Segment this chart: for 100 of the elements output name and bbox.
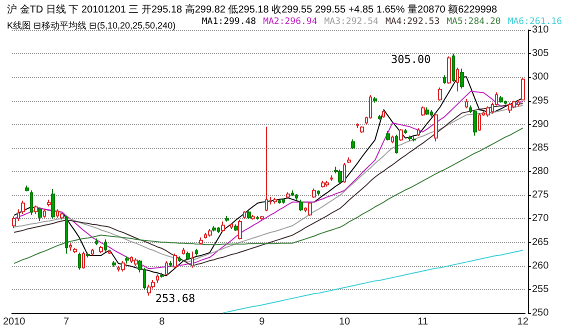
candlestick [412, 136, 416, 142]
y-tick-label: 260 [532, 260, 550, 272]
candlestick [108, 249, 111, 255]
candlestick [238, 219, 242, 240]
text: MA4:292.53 [385, 17, 440, 27]
y-tick-label: 255 [532, 284, 550, 295]
line-series [222, 250, 524, 314]
annotation: 305.00 [391, 53, 431, 66]
candlestick [86, 252, 90, 258]
candlestick [147, 284, 151, 296]
candlestick [417, 128, 420, 137]
candlestick [173, 253, 177, 268]
y-tick-label: 250 [532, 308, 550, 318]
candlestick [321, 180, 325, 188]
candlestick [465, 98, 468, 109]
candlestick [382, 108, 385, 118]
candlestick [78, 252, 81, 270]
candlestick [51, 188, 55, 220]
candlestick [330, 174, 333, 182]
candlestick [43, 208, 46, 218]
candlestick [421, 106, 425, 116]
candlestick [95, 238, 98, 246]
y-tick-label: 280 [532, 166, 550, 177]
candlestick [243, 210, 246, 220]
y-tick-label: 295 [532, 95, 550, 106]
candlestick [452, 53, 455, 82]
candlestick [378, 114, 381, 120]
candlestick [165, 260, 168, 276]
candlestick [121, 260, 125, 272]
candlestick [351, 138, 355, 150]
candlestick [104, 238, 107, 252]
candlestick [438, 87, 442, 102]
x-tick-label: 8 [159, 316, 166, 328]
candlestick [343, 162, 346, 184]
y-tick-label: 300 [532, 72, 550, 83]
candlestick [395, 134, 398, 154]
candlestick [221, 220, 225, 232]
y-tick-label: 270 [532, 213, 550, 224]
candlestick [60, 212, 64, 220]
candlestick [265, 126, 268, 212]
candlestick [73, 247, 77, 254]
candlestick [156, 274, 159, 284]
candlestick [373, 96, 377, 104]
text: MA6:261.16 [508, 17, 562, 27]
candlestick [308, 201, 312, 216]
candlestick [199, 237, 203, 246]
chart-subtitle: K线图 ⊟移动平均线 ⊟(5,10,20,25,50,240) [7, 20, 176, 30]
candlestick [169, 260, 172, 268]
candlestick [512, 100, 516, 109]
candlestick [25, 185, 29, 192]
y-tick-label: 275 [532, 190, 550, 201]
candlestick [291, 190, 294, 197]
candlestick [182, 247, 185, 256]
candlestick [391, 135, 394, 144]
candlestick [230, 222, 233, 230]
candlestick [286, 192, 290, 198]
candlestick [404, 128, 407, 134]
x-tick-label: 9 [259, 316, 266, 328]
x-tick-label: 10 [338, 316, 351, 328]
candlestick [251, 214, 255, 220]
y-tick-label: 265 [532, 236, 550, 248]
candlestick [499, 96, 503, 104]
candlestick [21, 200, 25, 214]
annotation: 253.68 [155, 292, 196, 306]
x-tick-label: 7 [63, 316, 70, 328]
candlestick [486, 106, 490, 118]
candlestick [82, 251, 85, 270]
candlestick [65, 215, 68, 254]
y-tick-label: 310 [532, 24, 550, 36]
candlestick [260, 215, 264, 220]
candlestick [178, 256, 181, 263]
candlestick [38, 206, 42, 222]
candlestick [30, 190, 33, 216]
candlestick [299, 199, 303, 212]
candlestick [478, 112, 481, 132]
candlestick [212, 226, 216, 232]
line-series [14, 128, 524, 264]
candlestick [47, 199, 51, 207]
candlestick [160, 272, 164, 278]
candlestick [360, 126, 364, 134]
candlestick [191, 251, 194, 268]
candlestick [112, 260, 116, 268]
candlestick [347, 156, 351, 164]
text: MA5:284.20 [446, 17, 501, 27]
candlestick [434, 112, 438, 142]
candlestick [325, 180, 329, 188]
candlestick [34, 204, 38, 214]
candlestick [186, 251, 190, 261]
text: MA1:299.48 [202, 17, 256, 27]
candlestick [234, 224, 238, 232]
candlestick [460, 68, 464, 89]
candlestick [356, 122, 359, 129]
candlestick [425, 106, 429, 116]
candlestick [282, 198, 285, 204]
candlestick [69, 242, 72, 252]
candlestick [134, 258, 138, 266]
y-tick-label: 285 [532, 142, 550, 154]
candlestick [208, 228, 212, 238]
candlestick [508, 102, 512, 114]
candlestick [247, 210, 251, 220]
